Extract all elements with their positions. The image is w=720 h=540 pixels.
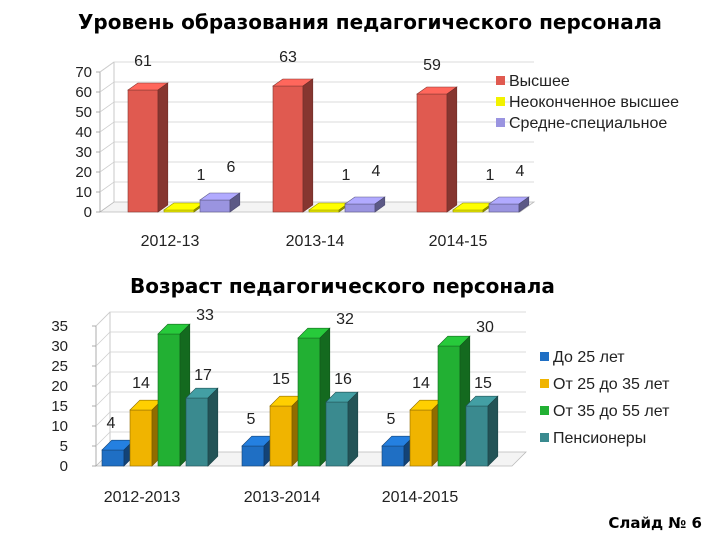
data-label: 63 — [279, 49, 297, 66]
data-label: 61 — [134, 53, 152, 70]
bar-0-0-2 — [199, 192, 241, 213]
bar-1-2-2 — [437, 335, 471, 467]
legend-label: Пенсионеры — [553, 430, 646, 447]
y-tick-label: 0 — [60, 458, 68, 475]
gridline — [99, 141, 534, 153]
data-label: 17 — [194, 367, 212, 384]
legend-label: Высшее — [509, 73, 570, 90]
bar-0-0-1 — [163, 202, 205, 213]
bar-1-1-2 — [297, 327, 331, 467]
data-label: 4 — [372, 163, 381, 180]
legend-swatch — [540, 379, 549, 388]
x-tick-label: 2013-2014 — [244, 489, 321, 506]
legend-0: Высшее Неоконченное высшее Средне-специаль… — [496, 73, 679, 132]
y-tick-label: 20 — [75, 164, 92, 181]
bar-0-2-2 — [488, 196, 530, 213]
chart-0: 0 10 20 30 40 50 60 70 61 1 6 2012-13 63 1 4 2013-14 59 1… — [75, 49, 679, 250]
data-label: 15 — [272, 371, 290, 388]
gridline — [95, 331, 526, 347]
bar-0-1-0 — [272, 78, 314, 213]
data-label: 5 — [387, 411, 396, 428]
bar-0-1-2 — [344, 196, 386, 213]
bar-1-0-2 — [157, 323, 191, 467]
legend-label: Средне-специальное — [509, 115, 667, 132]
data-label: 6 — [227, 159, 236, 176]
gridline — [99, 101, 534, 113]
y-tick-label: 50 — [75, 104, 92, 121]
legend-label: От 25 до 35 лет — [553, 376, 670, 393]
y-tick-label: 70 — [75, 64, 92, 81]
chart-1: 0 5 10 15 20 25 30 35 4 14 33 17 2012-2013 5 15 32 16 201… — [51, 307, 670, 506]
y-tick-label: 15 — [51, 398, 68, 415]
y-tick-label: 0 — [84, 204, 92, 221]
y-tick-label: 20 — [51, 378, 68, 395]
data-label: 5 — [247, 411, 256, 428]
data-label: 32 — [336, 311, 354, 328]
data-label: 30 — [476, 319, 494, 336]
y-tick-label: 5 — [60, 438, 68, 455]
legend-1: До 25 лет От 25 до 35 лет От 35 до 55 лет П… — [540, 349, 670, 447]
bar-1-2-0 — [381, 435, 415, 467]
x-tick-label: 2014-15 — [429, 233, 488, 250]
data-label: 1 — [197, 167, 206, 184]
legend-swatch — [540, 406, 549, 415]
data-label: 1 — [486, 167, 495, 184]
chart-title-age: Возраст педагогического персонала — [130, 274, 555, 298]
data-label: 4 — [516, 163, 525, 180]
x-tick-label: 2013-14 — [286, 233, 345, 250]
legend-swatch — [540, 433, 549, 442]
x-tick-label: 2012-13 — [141, 233, 200, 250]
bar-1-2-3 — [465, 395, 499, 467]
y-tick-label: 30 — [51, 338, 68, 355]
gridline — [95, 431, 526, 447]
bar-1-0-3 — [185, 387, 219, 467]
bar-1-2-1 — [409, 399, 443, 467]
data-label: 14 — [132, 375, 150, 392]
y-tick-label: 60 — [75, 84, 92, 101]
data-label: 16 — [334, 371, 352, 388]
x-tick-label: 2012-2013 — [104, 489, 181, 506]
y-tick-label: 40 — [75, 124, 92, 141]
bar-1-1-1 — [269, 395, 303, 467]
legend-swatch — [496, 118, 505, 127]
chart-title-education: Уровень образования педагогического перс… — [78, 10, 662, 34]
data-label: 59 — [423, 57, 441, 74]
gridline — [99, 81, 534, 93]
slide-number: Слайд № 6 — [608, 514, 702, 532]
y-tick-label: 10 — [51, 418, 68, 435]
bar-1-0-1 — [129, 399, 163, 467]
data-label: 4 — [107, 415, 116, 432]
legend-swatch — [540, 352, 549, 361]
y-tick-label: 10 — [75, 184, 92, 201]
data-label: 1 — [342, 167, 351, 184]
y-tick-label: 30 — [75, 144, 92, 161]
y-tick-label: 35 — [51, 318, 68, 335]
legend-swatch — [496, 76, 505, 85]
gridline — [95, 391, 526, 407]
bar-0-2-0 — [416, 86, 458, 213]
legend-label: От 35 до 55 лет — [553, 403, 670, 420]
gridline — [99, 121, 534, 133]
gridline — [95, 411, 526, 427]
legend-swatch — [496, 97, 505, 106]
data-label: 14 — [412, 375, 430, 392]
gridline — [95, 351, 526, 367]
data-label: 15 — [474, 375, 492, 392]
gridline — [99, 61, 534, 73]
bar-1-1-3 — [325, 391, 359, 467]
gridline — [95, 371, 526, 387]
legend-label: Неоконченное высшее — [509, 94, 679, 111]
gridline — [95, 311, 526, 327]
legend-label: До 25 лет — [553, 349, 625, 366]
gridline — [99, 161, 534, 173]
bar-0-0-0 — [127, 82, 169, 213]
x-tick-label: 2014-2015 — [382, 489, 459, 506]
y-tick-label: 25 — [51, 358, 68, 375]
data-label: 33 — [196, 307, 214, 324]
gridline — [99, 181, 534, 193]
